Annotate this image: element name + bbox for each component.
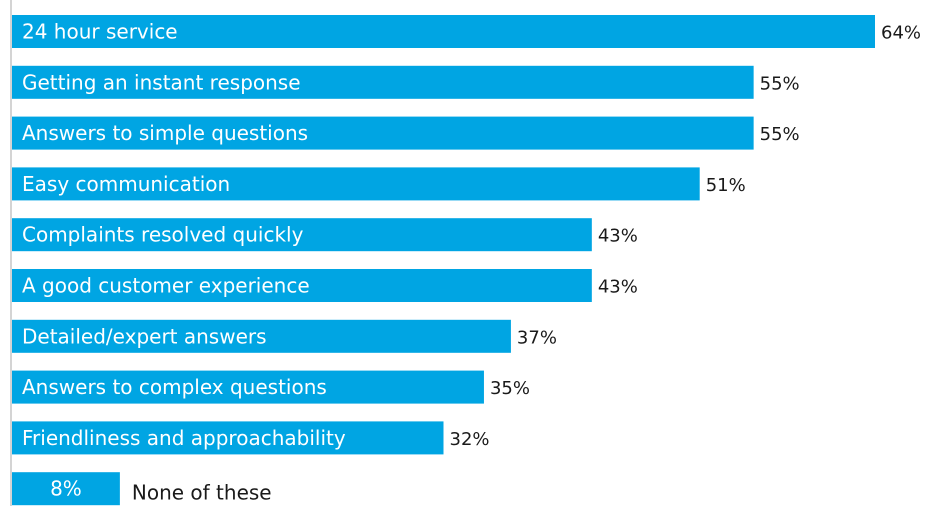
bar-category-label: Complaints resolved quickly (22, 223, 304, 247)
bar (12, 218, 592, 252)
bar-category-label: Answers to complex questions (22, 375, 327, 399)
bar-value-label: 35% (490, 378, 530, 399)
bar-value-label: 43% (598, 226, 638, 247)
bar-category-label: A good customer experience (22, 274, 310, 298)
bar-value-label: 8% (50, 477, 82, 501)
bar-value-label: 64% (881, 23, 921, 44)
bar (12, 167, 700, 201)
bar-value-label: 51% (706, 175, 746, 196)
bar-value-label: 55% (760, 124, 800, 145)
bar-category-label: Getting an instant response (22, 70, 301, 94)
bar-category-label: Easy communication (22, 172, 230, 196)
bar (12, 319, 511, 353)
bar-category-label: Friendliness and approachability (22, 426, 346, 450)
bar (12, 15, 875, 48)
bar-category-label: None of these (132, 481, 272, 505)
bar-value-label: 37% (517, 327, 557, 348)
bar-value-label: 43% (598, 277, 638, 298)
bar (12, 472, 120, 506)
bar (12, 269, 592, 302)
bar-value-label: 32% (450, 429, 490, 450)
bar-category-label: 24 hour service (22, 20, 178, 44)
bar-value-label: 55% (760, 73, 800, 94)
bar (12, 116, 754, 150)
bar-category-label: Answers to simple questions (22, 121, 308, 145)
bar (12, 421, 444, 455)
bar (12, 65, 754, 99)
bar (12, 370, 484, 404)
bar-category-label: Detailed/expert answers (22, 324, 267, 348)
